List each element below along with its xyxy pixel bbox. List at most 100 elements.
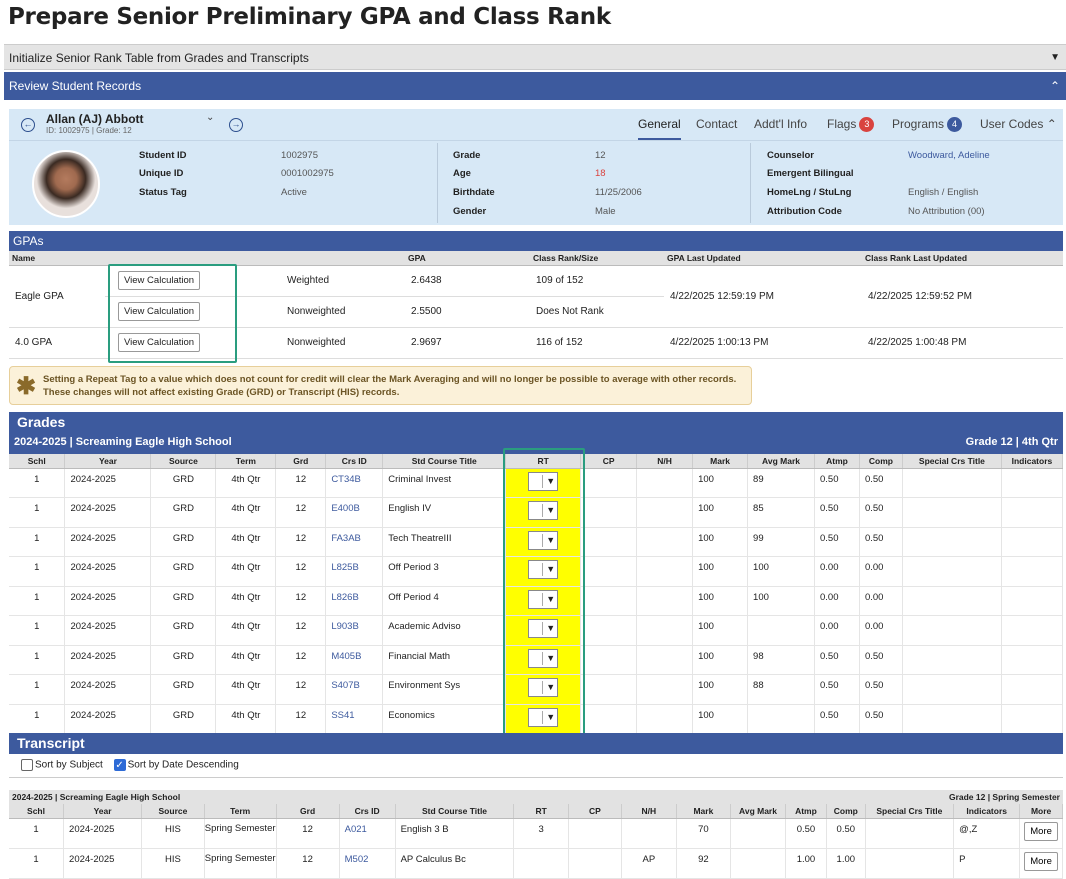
dropdown-arrow-icon: ▼ (546, 623, 556, 633)
cell-text: 2024-2025 (69, 823, 115, 835)
cell-text: Off Period 3 (388, 562, 439, 573)
repeat-tag-select[interactable]: ▼ (528, 707, 559, 727)
more-button[interactable]: More (1024, 851, 1058, 871)
avatar (32, 150, 100, 218)
grade-cell: M405B (325, 645, 384, 675)
course-id-link[interactable]: M405B (331, 650, 362, 662)
prev-student-icon[interactable]: ← (21, 118, 35, 132)
course-id-link[interactable]: L903B (331, 621, 359, 632)
repeat-tag-select[interactable]: ▼ (528, 648, 559, 668)
course-id-link[interactable]: CT34B (331, 473, 361, 485)
view-calculation-button[interactable]: View Calculation (118, 333, 201, 352)
grade-cell: 0.00 (814, 586, 860, 616)
grade-cell (747, 704, 815, 734)
table-row: 1 2024-2025 HIS Spring Semester 12 M502 AP Cal… (9, 848, 1063, 879)
rt-cell: ▼ (505, 468, 582, 498)
col-gpa-updated: GPA Last Updated (664, 251, 862, 266)
grade-cell: 4th Qtr (215, 527, 277, 557)
gpa-value: 2.9697 (405, 327, 530, 359)
grade-cell: 2024-2025 (64, 586, 152, 616)
transcript-cell: A021 (339, 818, 396, 849)
repeat-tag-select[interactable]: ▼ (528, 619, 559, 638)
divider (437, 143, 438, 223)
chevron-up-icon: ⌃ (1049, 79, 1060, 93)
divider (542, 710, 544, 724)
gpa-type: Nonweighted (281, 327, 405, 359)
repeat-tag-select[interactable]: ▼ (528, 560, 559, 579)
table-row: 4.0 GPA View Calculation Nonweighted 2.9… (9, 327, 1063, 359)
grade-cell: 100 (692, 586, 749, 616)
grade-cell: 2024-2025 (64, 674, 152, 705)
course-id-link[interactable]: L825B (331, 562, 359, 573)
repeat-tag-select[interactable]: ▼ (528, 501, 559, 520)
tab-general[interactable]: General (638, 117, 681, 140)
course-id-link[interactable]: A021 (344, 823, 367, 835)
course-id-link[interactable]: S407B (331, 680, 360, 691)
col-header: Term (215, 454, 277, 469)
tab-flags[interactable]: Flags 3 (827, 117, 875, 133)
transcript-cell: 0.50 (826, 818, 866, 849)
col-header: Year (63, 804, 143, 819)
student-name[interactable]: Allan (AJ) Abbott (46, 112, 144, 126)
counselor-link[interactable]: Woodward, Adeline (908, 150, 990, 161)
table-row: Eagle GPA View Calculation Weighted 2.64… (9, 265, 1063, 328)
grade-cell: S407B (325, 674, 384, 705)
sort-by-date-checkbox[interactable]: ✓ (113, 759, 126, 771)
status-tag-value: Active (281, 187, 307, 198)
more-button[interactable]: More (1024, 821, 1058, 841)
col-header: Mark (692, 454, 749, 469)
sort-by-date-label: Sort by Date Descending (127, 759, 239, 771)
grade-cell (902, 497, 1002, 528)
tab-addtl-info[interactable]: Addt'l Info (754, 117, 807, 131)
init-section-toggle[interactable]: Initialize Senior Rank Table from Grades… (4, 44, 1066, 70)
grade-cell: GRD (150, 704, 217, 734)
grade-cell: GRD (150, 468, 217, 498)
grade-cell (580, 497, 638, 528)
grade-cell (902, 527, 1002, 557)
grades-subtitle: 2024-2025 | Screaming Eagle High School (14, 436, 232, 448)
tab-contact[interactable]: Contact (696, 117, 738, 131)
transcript-table: Schl Year Source Term Grd Crs ID Std Course Ti… (9, 804, 1063, 879)
course-id-link[interactable]: SS41 (331, 709, 355, 721)
divider (542, 592, 544, 606)
cell-text: 1 (34, 473, 40, 485)
transcript-cell (568, 848, 623, 879)
col-blank (105, 251, 281, 266)
transcript-subheader: 2024-2025 | Screaming Eagle High School … (9, 790, 1063, 804)
next-student-icon[interactable]: → (229, 118, 243, 132)
review-section-toggle[interactable]: Review Student Records ⌃ (4, 72, 1066, 100)
col-name: Name (9, 251, 105, 266)
course-id-link[interactable]: L826B (331, 591, 359, 603)
grade-cell: 0.50 (814, 468, 860, 498)
grade-cell: Tech TheatreIII (382, 527, 507, 557)
repeat-tag-select[interactable]: ▼ (528, 530, 559, 550)
view-calculation-button[interactable]: View Calculation (118, 302, 201, 321)
transcript-school: 2024-2025 | Screaming Eagle High School (12, 792, 181, 802)
cell-text: 0.50 (820, 473, 839, 485)
grade-cell: 2024-2025 (64, 527, 152, 557)
repeat-tag-select[interactable]: ▼ (528, 471, 559, 491)
cell-text: 4th Qtr (231, 680, 261, 691)
course-id-link[interactable]: M502 (344, 853, 369, 865)
grade-cell: Environment Sys (382, 674, 507, 705)
gpa-type: Nonweighted (281, 296, 405, 328)
repeat-tag-select[interactable]: ▼ (528, 589, 559, 609)
tab-programs[interactable]: Programs 4 (892, 117, 963, 133)
grade-cell (1001, 674, 1064, 705)
course-id-link[interactable]: FA3AB (331, 532, 361, 544)
grade-cell: 12 (275, 645, 327, 675)
gpa-value: 2.5500 (405, 296, 530, 328)
cell-text: 12 (295, 621, 307, 632)
grade-cell (636, 586, 694, 616)
tab-programs-label: Programs (892, 117, 945, 131)
grade-cell (580, 556, 638, 587)
course-id-link[interactable]: E400B (331, 503, 360, 514)
tab-user-codes[interactable]: User Codes ⌃ (980, 117, 1057, 131)
view-calculation-button[interactable]: View Calculation (118, 271, 201, 290)
repeat-tag-select[interactable]: ▼ (528, 678, 559, 697)
rt-cell: ▼ (505, 586, 582, 616)
chevron-down-icon[interactable]: ⌄ (206, 112, 215, 123)
sort-by-subject-checkbox[interactable] (21, 759, 33, 771)
col-header: Special Crs Title (902, 454, 1002, 469)
cell-text: 2024-2025 (70, 503, 116, 514)
